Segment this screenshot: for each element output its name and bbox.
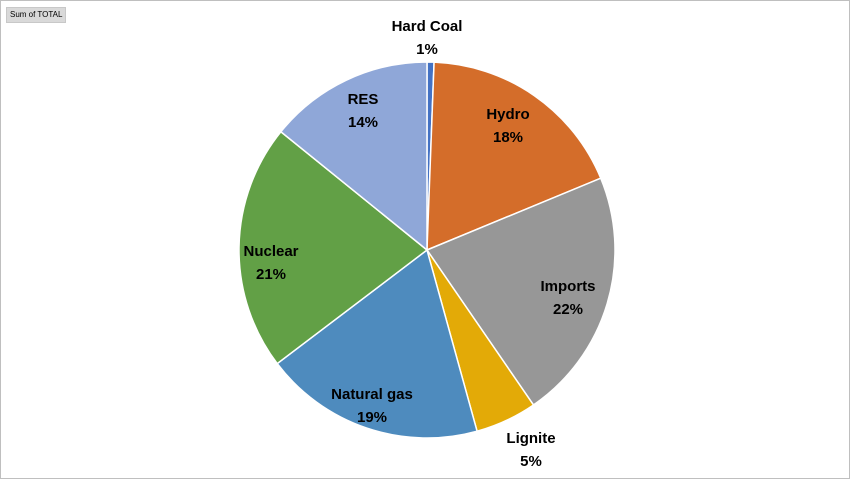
data-label-natural-gas: Natural gas 19% <box>331 386 413 426</box>
pie-labels: Hard Coal 1% Hydro 18% Imports 22% Lignite 5% Na… <box>243 18 595 470</box>
data-label-nuclear: Nuclear 21% <box>243 243 298 283</box>
pie-slice-res[interactable] <box>279 61 428 252</box>
data-label-hard-coal: Hard Coal 1% <box>392 18 463 58</box>
pie-slice-nuclear[interactable] <box>238 130 429 365</box>
pie-slice-hydro[interactable] <box>426 61 602 252</box>
data-label-lignite: Lignite 5% <box>506 430 555 470</box>
pie-slices <box>238 61 616 439</box>
pie-slice-natural-gas[interactable] <box>276 248 479 439</box>
data-label-imports: Imports 22% <box>540 278 595 318</box>
data-label-hydro: Hydro 18% <box>486 106 529 146</box>
data-label-res: RES 14% <box>348 91 379 131</box>
field-button-sum-of-total[interactable]: Sum of TOTAL <box>6 7 67 23</box>
pie-slice-imports[interactable] <box>425 177 616 406</box>
